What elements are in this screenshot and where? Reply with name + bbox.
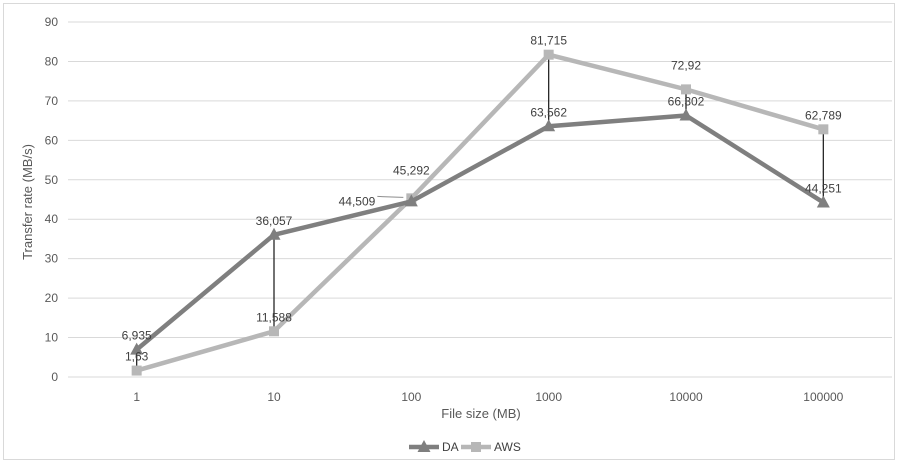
data-label-aws: 72,92 (671, 58, 701, 72)
y-tick-label: 90 (45, 15, 59, 29)
y-tick-label: 50 (45, 173, 59, 187)
legend: DA AWS (409, 440, 521, 454)
x-tick-label: 10 (267, 390, 281, 404)
data-point-da (267, 227, 281, 240)
leader-line (377, 195, 404, 198)
y-tick-label: 40 (45, 212, 59, 226)
data-label-aws: 81,715 (530, 34, 567, 48)
data-label-da: 63,562 (530, 105, 567, 119)
y-tick-label: 60 (45, 133, 59, 147)
series-line-da (135, 113, 825, 352)
data-labels: 6,935 36,057 44,509 63,562 66,302 44,251 1,63 1… (122, 34, 842, 364)
x-tick-label: 100000 (803, 390, 843, 404)
data-label-aws: 1,63 (125, 350, 149, 364)
data-label-da: 36,057 (256, 214, 293, 228)
data-point-aws (269, 326, 279, 337)
data-point-aws (681, 84, 691, 95)
data-point-da (679, 108, 693, 121)
data-point-da (404, 194, 418, 207)
data-point-aws (131, 365, 142, 376)
data-point-da (130, 342, 144, 355)
drop-lines (136, 54, 824, 371)
chart-container: 0 10 20 30 40 50 60 70 80 90 1 10 100 1000 10000 10000… (3, 3, 895, 460)
data-label-da: 44,251 (805, 181, 842, 195)
x-tick-label: 100 (401, 390, 421, 404)
series-layer (130, 49, 830, 376)
legend-marker-aws (471, 442, 481, 452)
x-tick-label: 1000 (535, 390, 562, 404)
y-tick-label: 30 (45, 252, 59, 266)
x-tick-label: 1 (133, 390, 140, 404)
y-tick-label: 80 (45, 54, 59, 68)
data-point-aws (543, 49, 554, 60)
data-point-aws (818, 124, 829, 135)
line-chart: 0 10 20 30 40 50 60 70 80 90 1 10 100 1000 10000 10000… (20, 15, 892, 454)
data-label-da: 6,935 (122, 329, 152, 343)
legend-label-aws: AWS (494, 440, 521, 454)
data-point-da (542, 119, 556, 132)
series-line-aws (136, 52, 824, 373)
data-label-da: 44,509 (339, 194, 376, 208)
x-axis-title: File size (MB) (441, 406, 520, 421)
y-axis-ticks: 0 10 20 30 40 50 60 70 80 90 (45, 15, 59, 384)
y-tick-label: 0 (51, 370, 58, 384)
data-label-da: 66,302 (668, 94, 705, 108)
data-label-aws: 11,588 (256, 310, 292, 324)
data-label-aws: 45,292 (393, 163, 430, 177)
gridlines (68, 21, 892, 378)
data-label-aws: 62,789 (805, 108, 842, 122)
legend-label-da: DA (442, 440, 459, 454)
x-tick-label: 10000 (669, 390, 703, 404)
y-tick-label: 20 (45, 291, 59, 305)
data-point-da (816, 195, 830, 208)
legend-marker-da (417, 440, 431, 452)
y-tick-label: 70 (45, 94, 59, 108)
y-axis-title: Transfer rate (MB/s) (20, 144, 35, 260)
y-tick-label: 10 (45, 331, 59, 345)
x-axis-ticks: 1 10 100 1000 10000 100000 (133, 390, 843, 404)
